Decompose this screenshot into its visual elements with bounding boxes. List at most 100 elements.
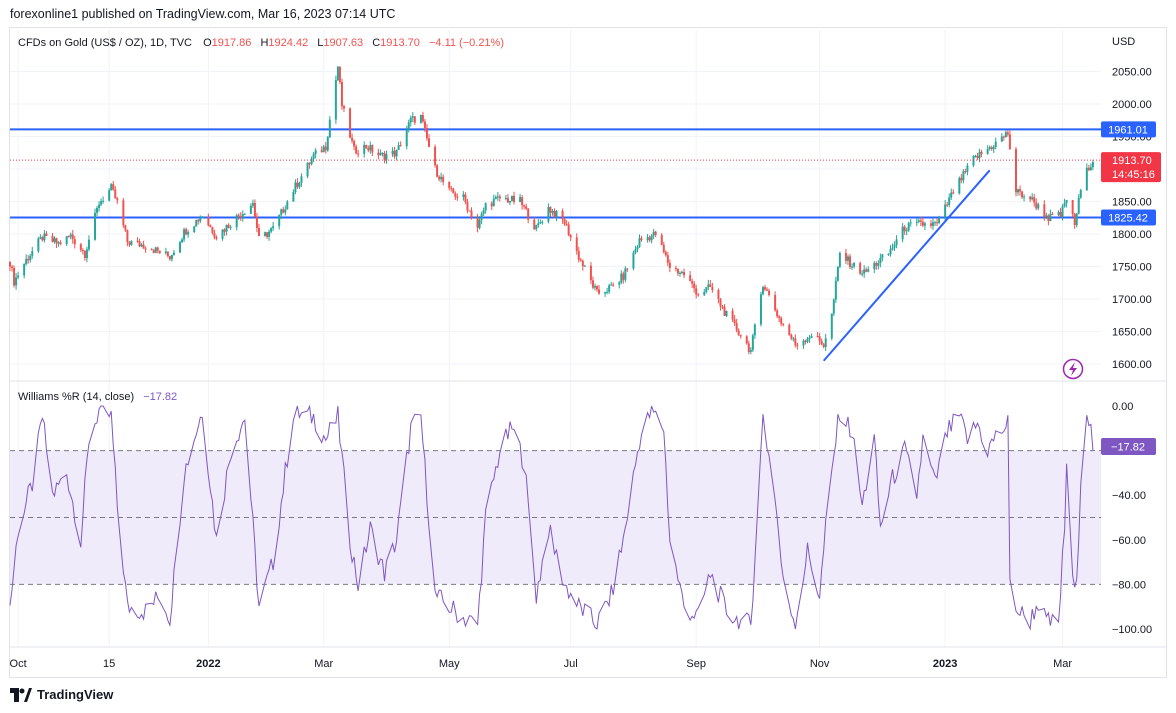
candle-body xyxy=(1077,197,1080,214)
candle-body xyxy=(172,252,175,255)
candle-body xyxy=(721,306,724,308)
candle-body xyxy=(156,247,159,251)
chart-frame xyxy=(9,27,1167,678)
candle-body xyxy=(108,190,111,201)
williams-r-axis[interactable]: 0.00 −40.00 −60.00 −80.00 −100.00 xyxy=(1112,401,1152,636)
candle-body xyxy=(604,292,607,294)
candle-body xyxy=(553,210,556,218)
candle-body xyxy=(946,204,949,206)
candle-body xyxy=(462,194,465,197)
price-tick-label: 1650.00 xyxy=(1112,327,1152,339)
candle-body xyxy=(881,254,884,258)
time-axis[interactable]: Oct 15 2022 Mar May Jul Sep Nov 2023 Mar xyxy=(10,658,1073,670)
candle-body xyxy=(737,330,740,335)
tradingview-logo-icon xyxy=(10,687,32,702)
time-tick-label: 2022 xyxy=(196,658,220,670)
candle-body xyxy=(128,242,131,245)
candle-body xyxy=(1091,162,1094,168)
candle-body xyxy=(11,266,14,268)
candle-body xyxy=(818,336,821,341)
candle-body xyxy=(53,238,56,242)
candle-body xyxy=(859,263,862,274)
candle-body xyxy=(407,122,410,131)
low-value: 1907.63 xyxy=(323,37,363,49)
wr-value-badge: −17.82 xyxy=(1101,438,1156,455)
candle-body xyxy=(510,195,513,201)
candle-body xyxy=(901,226,904,240)
candle-body xyxy=(660,234,663,245)
candle-body xyxy=(747,343,750,353)
wr-tick-label: −60.00 xyxy=(1112,535,1146,547)
candle-body xyxy=(751,335,754,351)
candle-body xyxy=(650,235,653,241)
candle-body xyxy=(227,224,230,228)
candle-body xyxy=(221,229,224,239)
candle-body xyxy=(154,247,157,253)
candle-body xyxy=(266,232,269,237)
candle-body xyxy=(442,176,445,182)
candle-body xyxy=(29,255,32,261)
candle-body xyxy=(508,200,511,203)
footer-brand[interactable]: TradingView xyxy=(10,687,113,702)
candle-body xyxy=(365,144,368,149)
candle-body xyxy=(112,184,115,190)
candle-body xyxy=(808,338,811,340)
price-level-badge-text: 1825.42 xyxy=(1108,212,1148,224)
candle-body xyxy=(476,217,479,228)
horizontal-levels[interactable] xyxy=(10,128,1101,219)
candle-body xyxy=(583,265,586,267)
candle-body xyxy=(1057,212,1060,215)
candle-body xyxy=(533,219,536,230)
candle-body xyxy=(55,238,58,244)
candle-body xyxy=(972,155,975,166)
candle-body xyxy=(51,235,54,242)
candle-body xyxy=(1023,196,1026,198)
candle-body xyxy=(774,294,777,311)
candle-body xyxy=(1021,191,1024,198)
candle-body xyxy=(931,222,934,226)
candle-body xyxy=(626,268,629,270)
candle-body xyxy=(498,196,501,199)
candle-body xyxy=(363,144,366,154)
candle-body xyxy=(612,284,615,286)
candle-body xyxy=(936,222,939,224)
candle-body xyxy=(452,188,455,194)
lightning-icon[interactable] xyxy=(1062,358,1084,380)
wr-tick-label: −80.00 xyxy=(1112,579,1146,591)
price-tick-label: 1600.00 xyxy=(1112,359,1152,371)
trendline[interactable] xyxy=(822,169,991,362)
candle-body xyxy=(351,137,354,141)
candle-body xyxy=(1071,200,1074,214)
candle-body xyxy=(873,262,876,270)
candle-body xyxy=(496,196,499,198)
candle-body xyxy=(820,340,823,345)
candle-body xyxy=(1002,136,1005,138)
price-tick-label: 2000.00 xyxy=(1112,99,1152,111)
candle-body xyxy=(537,223,540,226)
candle-body xyxy=(466,201,469,211)
candle-body xyxy=(1089,167,1092,171)
candle-body xyxy=(235,215,238,228)
candle-body xyxy=(1029,196,1032,200)
candle-body xyxy=(541,221,544,223)
candle-body xyxy=(519,197,522,202)
candle-body xyxy=(776,310,779,317)
candle-body xyxy=(504,198,507,200)
candle-body xyxy=(490,203,493,207)
currency-label: USD xyxy=(1112,36,1135,48)
candle-body xyxy=(624,268,627,280)
candle-body xyxy=(739,334,742,337)
candle-body xyxy=(298,182,301,187)
candle-body xyxy=(563,219,566,225)
price-tick-label: 1800.00 xyxy=(1112,229,1152,241)
footer-brand-text: TradingView xyxy=(37,687,114,702)
candle-body xyxy=(595,286,598,290)
candle-body xyxy=(950,192,953,198)
candle-body xyxy=(745,336,748,344)
candle-body xyxy=(268,231,271,237)
candle-body xyxy=(114,189,117,199)
candle-body xyxy=(717,290,720,299)
candle-body xyxy=(1045,215,1048,217)
candle-body xyxy=(85,249,88,259)
